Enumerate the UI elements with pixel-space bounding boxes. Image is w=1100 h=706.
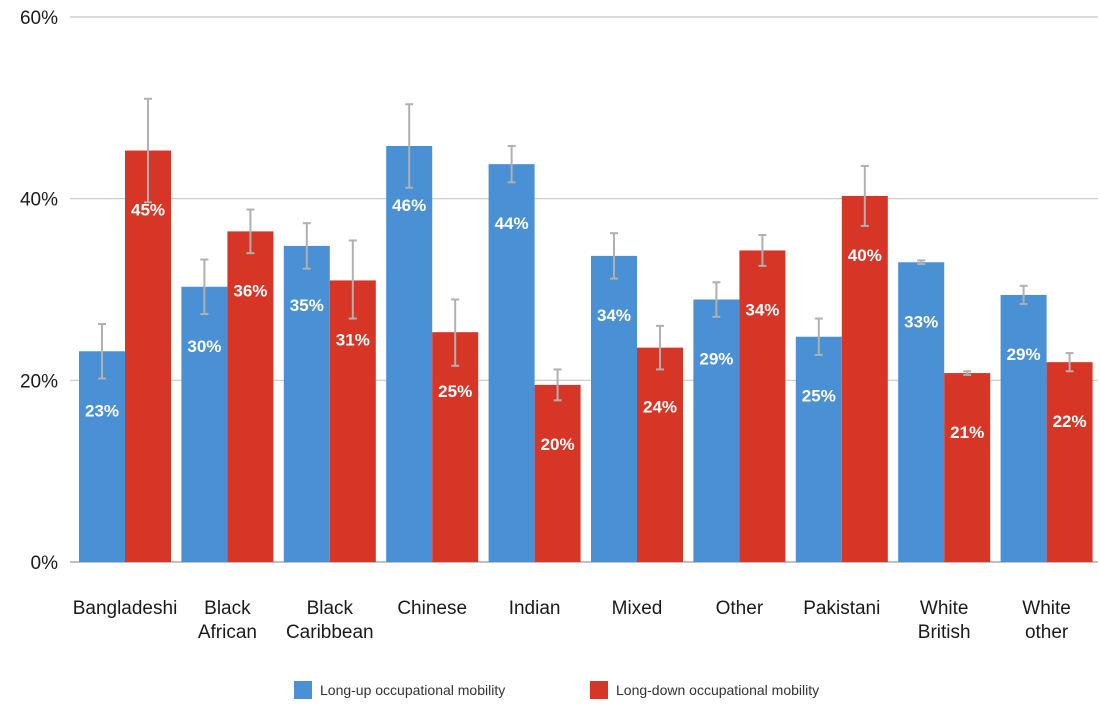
bar-long-down xyxy=(637,347,683,562)
bar-long-down xyxy=(329,280,376,562)
data-label: 22% xyxy=(1053,412,1087,431)
bar-long-up xyxy=(386,145,433,562)
data-label: 30% xyxy=(187,337,221,356)
bars xyxy=(79,145,1093,563)
data-label: 23% xyxy=(85,401,119,420)
x-category-label: Black Caribbean xyxy=(286,598,374,643)
bar-long-down xyxy=(944,373,991,562)
data-label: 33% xyxy=(904,312,938,331)
bar-long-up xyxy=(795,336,842,562)
x-category-label: Chinese xyxy=(397,598,467,619)
bar-long-up xyxy=(181,286,228,562)
y-tick-label: 40% xyxy=(20,190,58,211)
data-label: 34% xyxy=(745,300,779,319)
x-category-label: Black African xyxy=(198,598,257,643)
bar-long-up xyxy=(1000,294,1047,562)
x-category-label: Pakistani xyxy=(803,598,880,619)
x-category-label: White British xyxy=(918,598,971,643)
bar-long-down xyxy=(227,231,274,562)
data-labels: 23% 45% 30% 36% 35% 31% 46% 25% 44% 20% 34% 24% 29% 3… xyxy=(85,196,1087,454)
y-tick-label: 0% xyxy=(31,553,59,574)
data-label: 20% xyxy=(541,435,575,454)
bar-long-up xyxy=(693,299,740,562)
bar-long-down xyxy=(1046,362,1093,562)
y-tick-label: 20% xyxy=(20,371,58,392)
legend-label: Long-down occupational mobility xyxy=(616,682,819,698)
bar-long-down xyxy=(841,195,888,563)
legend-swatch xyxy=(590,681,608,699)
bar-long-down xyxy=(125,150,171,562)
data-label: 40% xyxy=(848,246,882,265)
data-label: 24% xyxy=(643,398,677,417)
error-bars xyxy=(98,97,1074,402)
bar-long-down xyxy=(739,250,786,563)
y-axis-tick-labels: 0% 20% 40% 60% xyxy=(20,8,58,574)
data-label: 34% xyxy=(597,306,631,325)
bar-long-up xyxy=(591,255,637,562)
data-label: 25% xyxy=(802,387,836,406)
data-label: 46% xyxy=(392,196,426,215)
x-category-label: Bangladeshi xyxy=(73,598,178,619)
bar-long-down xyxy=(534,384,581,562)
y-tick-label: 60% xyxy=(20,8,58,29)
bar-long-up xyxy=(488,164,535,562)
data-label: 29% xyxy=(1007,345,1041,364)
x-axis-category-labels: Bangladeshi Black African Black Caribbean Chi… xyxy=(73,598,1071,643)
bar-long-up xyxy=(898,262,945,562)
bar-long-down xyxy=(432,332,479,562)
data-label: 44% xyxy=(495,214,529,233)
data-label: 35% xyxy=(290,296,324,315)
x-category-label: Mixed xyxy=(612,598,663,619)
x-category-label: Indian xyxy=(509,598,561,619)
x-category-label: Other xyxy=(716,598,764,619)
legend-swatch xyxy=(294,681,312,699)
x-category-label: White other xyxy=(1022,598,1071,643)
data-label: 25% xyxy=(438,382,472,401)
data-label: 21% xyxy=(950,423,984,442)
data-label: 31% xyxy=(336,330,370,349)
bar-long-up xyxy=(79,351,125,562)
data-label: 45% xyxy=(131,201,165,220)
legend-label: Long-up occupational mobility xyxy=(320,682,505,698)
data-label: 29% xyxy=(699,349,733,368)
bar-long-up xyxy=(283,245,330,562)
legend: Long-up occupational mobility Long-down o… xyxy=(294,681,819,699)
data-label: 36% xyxy=(233,281,267,300)
